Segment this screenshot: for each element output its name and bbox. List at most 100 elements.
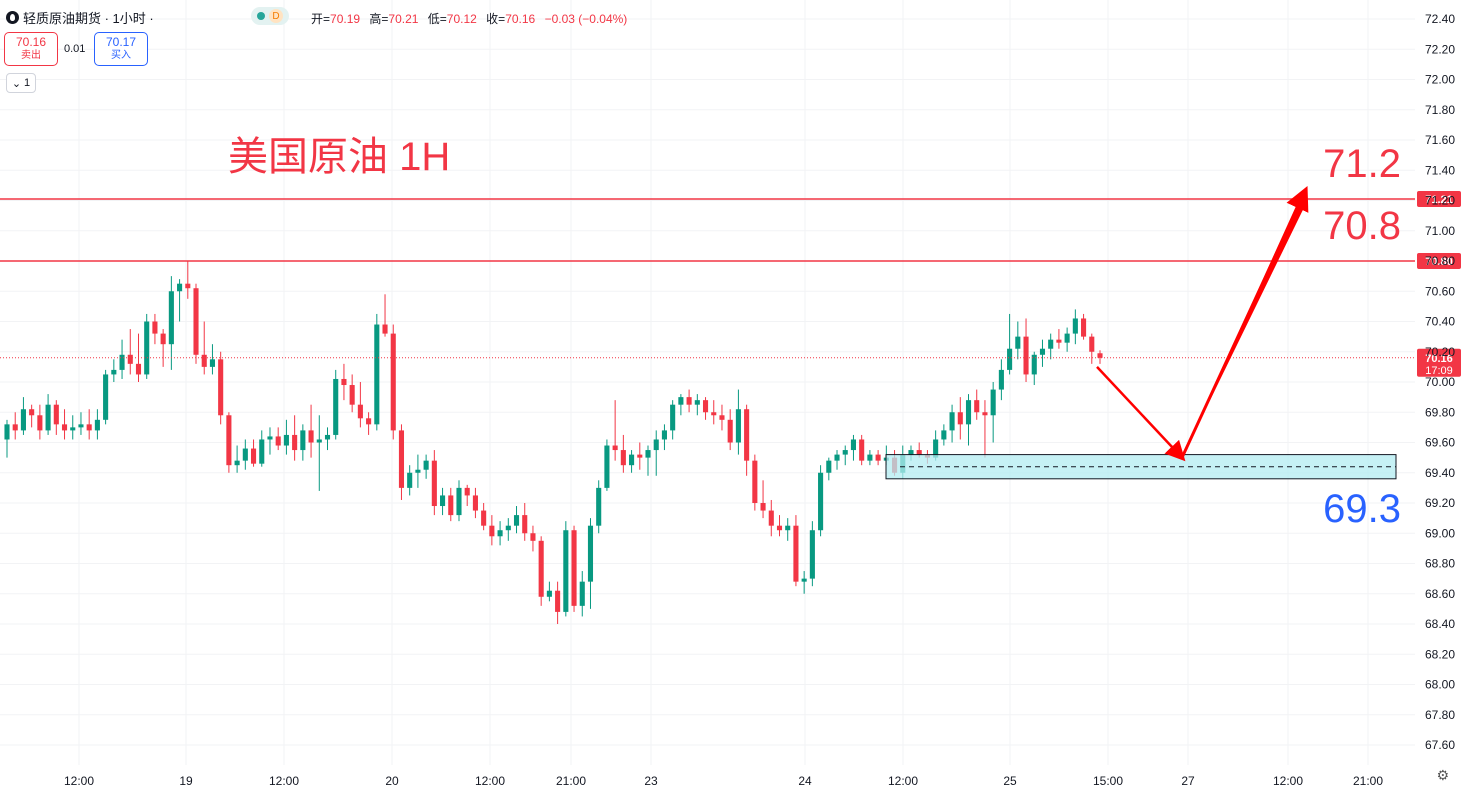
price-axis-marker [1417, 190, 1461, 207]
candle-body [555, 590, 561, 612]
time-tick-label: 12:00 [64, 774, 94, 788]
price-tick-label: 71.00 [1425, 224, 1455, 238]
candle-body [949, 412, 955, 431]
chart-annotation-title: 美国原油 1H [228, 135, 451, 179]
candle-body [809, 530, 815, 579]
candle-body [86, 424, 92, 431]
close-value: 70.16 [505, 12, 536, 26]
candle-body [1089, 336, 1095, 352]
candle-body [497, 530, 503, 537]
candle-body [349, 385, 355, 405]
candle-body [826, 460, 832, 473]
price-tick-label: 71.80 [1425, 103, 1455, 117]
price-tick-label: 68.20 [1425, 647, 1455, 661]
price-axis-marker-label: 70.80 [1425, 256, 1453, 268]
candle-body [850, 439, 857, 451]
candle-body [234, 460, 240, 466]
candle-body [218, 359, 224, 416]
candle-body [374, 324, 380, 425]
open-label: 开= [311, 12, 331, 26]
change-value: −0.03 (−0.04%) [544, 12, 628, 26]
candle-body [111, 369, 117, 375]
candle-body [604, 445, 610, 488]
time-tick-label: 21:00 [1353, 774, 1383, 788]
current-price-label: 70.16 [1425, 353, 1453, 365]
candle-body [456, 487, 462, 516]
candle-body [1056, 339, 1062, 343]
candle-body [735, 409, 741, 443]
candle-body [489, 525, 495, 537]
candle-body [719, 415, 725, 420]
candle-body [1031, 354, 1037, 375]
candle-body [875, 454, 881, 461]
candle-body [538, 540, 544, 597]
candle-body [982, 412, 988, 416]
delayed-data-icon: D [269, 9, 283, 23]
candle-body [423, 460, 429, 470]
low-value: 70.12 [446, 12, 477, 26]
buy-price: 70.17 [105, 35, 137, 49]
price-tick-label: 70.60 [1425, 284, 1455, 298]
candle-body [1064, 333, 1070, 343]
time-tick-label: 12:00 [269, 774, 299, 788]
candle-body [1039, 348, 1046, 355]
symbol-title[interactable]: 轻质原油期货 · 1小时 · [23, 10, 154, 26]
price-tick-label: 67.80 [1425, 708, 1455, 722]
candle-body [579, 581, 585, 606]
price-tick-label: 70.80 [1425, 254, 1455, 268]
chart-grid [0, 0, 1415, 765]
buy-button[interactable]: 70.17 买入 [94, 32, 148, 66]
market-open-dot-icon [257, 12, 265, 20]
candle-body [1007, 348, 1013, 370]
indicators-collapse-button[interactable]: ⌄ 1 [6, 73, 36, 93]
candle-body [867, 454, 873, 461]
time-tick-label: 27 [1181, 774, 1195, 788]
candle-body [965, 400, 972, 425]
low-label: 低= [427, 12, 447, 26]
candle-body [78, 424, 84, 428]
candle-body [209, 359, 215, 367]
chart-header: 轻质原油期货 · 1小时 · [0, 4, 154, 30]
time-tick-label: 21:00 [556, 774, 586, 788]
candle-body [242, 448, 248, 461]
time-tick-label: 19 [179, 774, 193, 788]
time-tick-label: 12:00 [475, 774, 505, 788]
time-tick-label: 20 [385, 774, 399, 788]
candle-body [407, 472, 413, 488]
price-tick-label: 71.20 [1425, 194, 1455, 208]
sell-button[interactable]: 70.16 卖出 [4, 32, 58, 66]
price-tick-label: 70.20 [1425, 345, 1455, 359]
target-label-low: 69.3 [1323, 487, 1401, 531]
candle-body [37, 415, 43, 431]
candle-body [127, 354, 133, 364]
candle-body [522, 515, 528, 534]
time-tick-label: 15:00 [1093, 774, 1123, 788]
candle-body [481, 510, 487, 526]
candle-body [94, 419, 100, 431]
price-tick-label: 68.80 [1425, 557, 1455, 571]
time-tick-label: 12:00 [888, 774, 918, 788]
candle-body [275, 436, 281, 446]
candle-body [29, 409, 35, 416]
candle-body [472, 495, 478, 511]
time-tick-label: 25 [1003, 774, 1017, 788]
candle-body [267, 436, 273, 440]
candle-body [4, 424, 10, 440]
candle-body [201, 354, 207, 367]
candle-body [702, 400, 709, 413]
candle-body [678, 397, 684, 405]
candle-body [283, 434, 289, 446]
candle-body [300, 430, 306, 451]
price-tick-label: 72.20 [1425, 42, 1455, 56]
candle-body [45, 404, 51, 431]
candle-body [431, 460, 437, 507]
price-tick-label: 69.40 [1425, 466, 1455, 480]
market-status-badge[interactable]: D [251, 7, 289, 25]
candle-body [357, 404, 363, 419]
candle-body [530, 533, 536, 541]
candle-body [933, 439, 939, 458]
candle-body [818, 472, 824, 531]
settings-gear-icon[interactable]: ⚙ [1436, 767, 1449, 783]
